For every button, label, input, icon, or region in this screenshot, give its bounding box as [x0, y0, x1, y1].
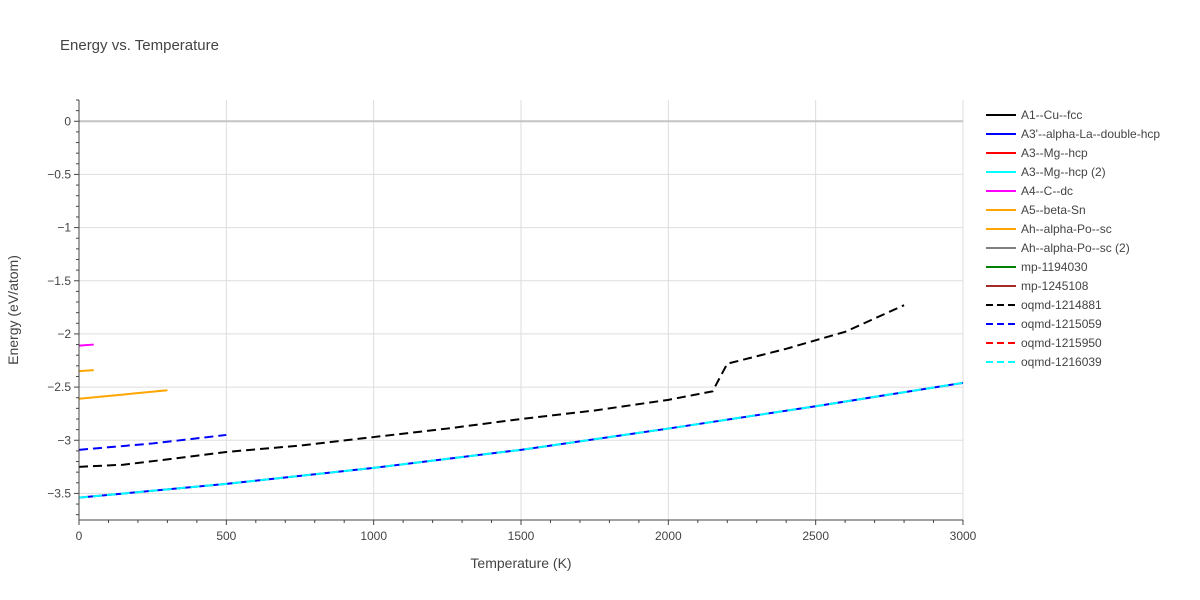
- legend-item[interactable]: mp-1245108: [986, 279, 1089, 293]
- legend-label: oqmd-1214881: [1021, 298, 1102, 312]
- x-tick-label: 3000: [950, 529, 977, 543]
- y-tick-label: −3: [57, 433, 71, 447]
- legend-item[interactable]: oqmd-1215950: [986, 336, 1102, 350]
- legend-label: mp-1194030: [1021, 260, 1088, 274]
- series-line-a5-beta-sn[interactable]: [78, 389, 168, 400]
- y-tick-label: −3.5: [47, 486, 71, 500]
- series-line-ah-alpha-po-sc[interactable]: [78, 369, 94, 373]
- legend-item[interactable]: Ah--alpha-Po--sc (2): [986, 241, 1130, 255]
- legend[interactable]: A1--Cu--fcc A3'--alpha-La--double-hcp A3--…: [986, 108, 1160, 369]
- x-axis-title: Temperature (K): [470, 555, 571, 571]
- x-tick-label: 2000: [655, 529, 682, 543]
- y-tick-label: −2.5: [47, 380, 71, 394]
- y-tick-label: −1: [57, 221, 71, 235]
- legend-item[interactable]: A3--Mg--hcp: [986, 146, 1088, 160]
- legend-item[interactable]: oqmd-1214881: [986, 298, 1102, 312]
- y-axis-title: Energy (eV/atom): [5, 255, 21, 365]
- legend-label: A1--Cu--fcc: [1021, 108, 1082, 122]
- series-line-oqmd-1214881[interactable]: [78, 304, 905, 468]
- legend-label: A5--beta-Sn: [1021, 203, 1086, 217]
- legend-item[interactable]: mp-1194030: [986, 260, 1088, 274]
- legend-label: oqmd-1215059: [1021, 317, 1102, 331]
- legend-item[interactable]: oqmd-1215059: [986, 317, 1102, 331]
- series-line-oqmd-1215059[interactable]: [78, 433, 227, 451]
- legend-label: A3'--alpha-La--double-hcp: [1021, 127, 1160, 141]
- legend-label: A4--C--dc: [1021, 184, 1073, 198]
- legend-item[interactable]: A4--C--dc: [986, 184, 1073, 198]
- x-tick-label: 0: [76, 529, 83, 543]
- y-tick-label: −2: [57, 327, 71, 341]
- legend-item[interactable]: Ah--alpha-Po--sc: [986, 222, 1112, 236]
- legend-label: A3--Mg--hcp (2): [1021, 165, 1106, 179]
- legend-item[interactable]: A5--beta-Sn: [986, 203, 1086, 217]
- legend-item[interactable]: oqmd-1216039: [986, 355, 1102, 369]
- axis-layer: 0 500 1000 1500 2000 2500 3000 0 −0.5 −1 −1.5 −2 −2.…: [47, 99, 977, 543]
- legend-item[interactable]: A3'--alpha-La--double-hcp: [986, 127, 1160, 141]
- legend-label: mp-1245108: [1021, 279, 1089, 293]
- legend-item[interactable]: A3--Mg--hcp (2): [986, 165, 1106, 179]
- legend-label: oqmd-1216039: [1021, 355, 1102, 369]
- legend-label: Ah--alpha-Po--sc: [1021, 222, 1112, 236]
- series-line-oqmd-1216039[interactable]: [78, 381, 964, 499]
- grid-layer: [79, 100, 964, 520]
- x-tick-label: 1500: [508, 529, 535, 543]
- y-tick-label: −0.5: [47, 167, 71, 181]
- plot-layer: [78, 304, 964, 499]
- legend-item[interactable]: A1--Cu--fcc: [986, 108, 1082, 122]
- x-tick-label: 500: [216, 529, 236, 543]
- y-tick-label: −1.5: [47, 274, 71, 288]
- legend-label: Ah--alpha-Po--sc (2): [1021, 241, 1130, 255]
- legend-label: oqmd-1215950: [1021, 336, 1102, 350]
- legend-label: A3--Mg--hcp: [1021, 146, 1088, 160]
- x-tick-label: 1000: [360, 529, 387, 543]
- chart-title: Energy vs. Temperature: [60, 37, 219, 54]
- x-tick-label: 2500: [802, 529, 829, 543]
- y-tick-label: 0: [64, 114, 71, 128]
- series-line-a4-c-dc[interactable]: [78, 343, 94, 347]
